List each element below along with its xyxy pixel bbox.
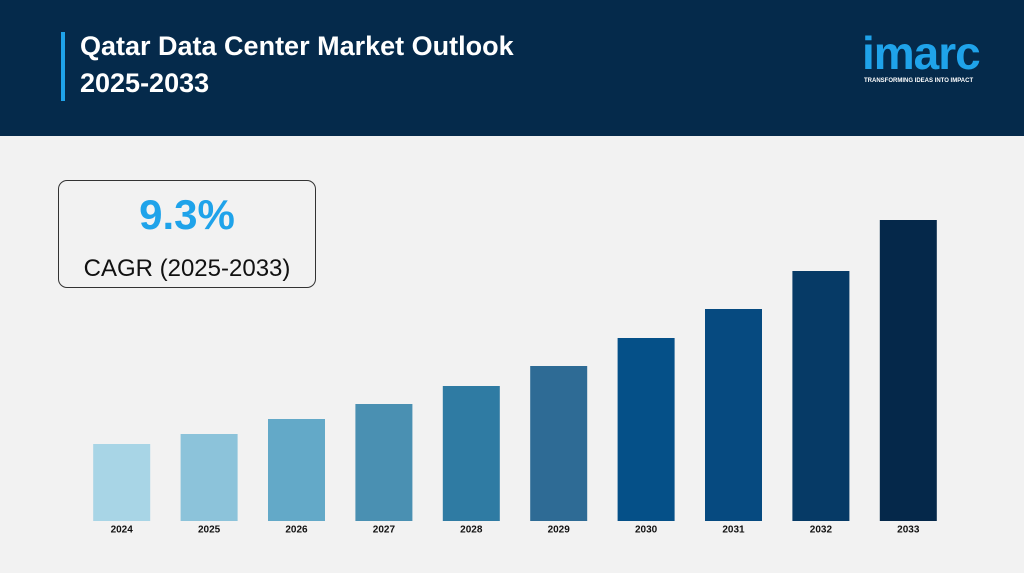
logo: imarc: [862, 27, 981, 79]
bar: [792, 271, 850, 521]
x-tick-label: 2032: [810, 525, 833, 536]
cagr-label: CAGR (2025-2033): [83, 255, 291, 282]
bar: [93, 444, 151, 521]
bar: [705, 309, 762, 521]
x-tick-label: 2030: [635, 525, 658, 536]
chart-title: Qatar Data Center Market Outlook 2025-20…: [80, 31, 514, 98]
bar: [442, 386, 500, 521]
accent-bar: [61, 32, 65, 101]
header: Qatar Data Center Market Outlook 2025-20…: [0, 0, 1024, 136]
bar: [530, 366, 588, 521]
cagr-box: 9.3% CAGR (2025-2033): [58, 180, 316, 288]
logo-tagline: TRANSFORMING IDEAS INTO IMPACT: [864, 78, 974, 84]
bar: [355, 404, 413, 521]
bar: [879, 220, 937, 521]
x-tick-label: 2025: [198, 525, 221, 536]
bar: [180, 434, 238, 521]
x-tick-label: 2029: [548, 525, 571, 536]
bar: [617, 338, 675, 521]
x-tick-label: 2028: [460, 525, 483, 536]
x-tick-label: 2031: [722, 525, 745, 536]
x-tick-label: 2033: [897, 525, 920, 536]
x-tick-label: 2024: [111, 525, 134, 536]
bar: [268, 419, 325, 521]
x-tick-label: 2027: [373, 525, 396, 536]
x-tick-label: 2026: [285, 525, 308, 536]
cagr-value: 9.3%: [139, 191, 235, 238]
